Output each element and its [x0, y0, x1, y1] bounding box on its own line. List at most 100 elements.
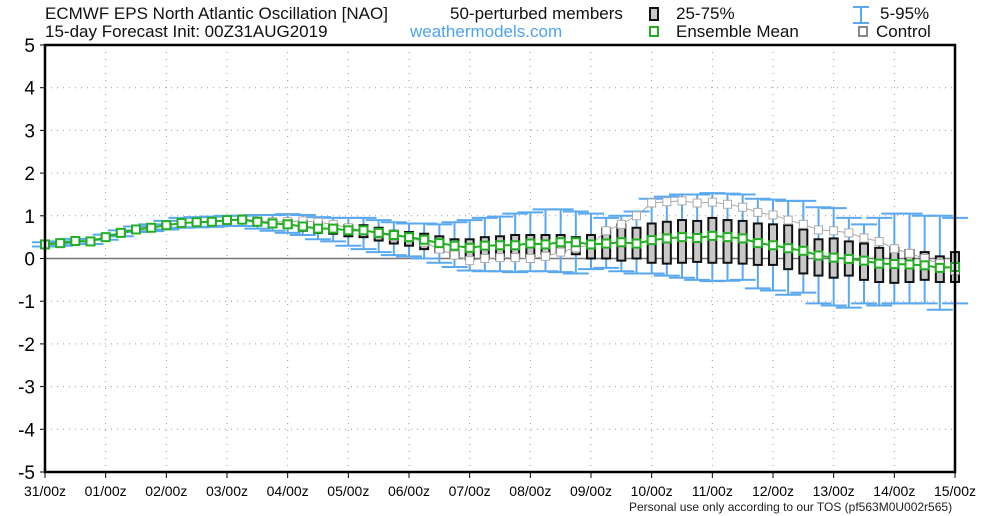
x-tick-label: 10/00z [631, 483, 673, 499]
mean-point [768, 240, 778, 251]
control-point [783, 215, 793, 225]
mean-point [206, 216, 217, 227]
y-tick-label: 1 [24, 207, 35, 228]
x-tick-label: 04/00z [267, 483, 309, 499]
legend-whisker-label: 5-95% [880, 4, 930, 23]
mean-point [722, 232, 733, 243]
legend-control-label: Control [876, 22, 931, 41]
control-point [541, 251, 550, 261]
mean-point [601, 238, 612, 249]
legend-box-label: 25-75% [676, 4, 735, 23]
mean-point [889, 259, 900, 270]
mean-point [70, 235, 81, 246]
control-point [480, 254, 490, 263]
mean-point [843, 253, 854, 264]
mean-point [328, 223, 339, 234]
mean-point [495, 240, 505, 251]
mean-point [222, 215, 232, 226]
x-tick-label: 11/00z [692, 483, 733, 499]
x-tick-label: 05/00z [327, 483, 369, 499]
mean-point [904, 259, 915, 270]
chart-title: ECMWF EPS North Atlantic Oscillation [NA… [45, 4, 388, 23]
mean-point [85, 236, 96, 247]
mean-point [479, 240, 490, 251]
y-tick-label: 5 [24, 36, 35, 57]
control-point [859, 233, 869, 243]
y-tick-label: 3 [24, 121, 35, 142]
mean-point [191, 217, 202, 228]
mean-point [813, 250, 824, 261]
plot-frame [43, 43, 957, 474]
y-tick-label: -1 [18, 292, 35, 313]
x-tick-label: 13/00z [813, 483, 855, 499]
mean-point [540, 239, 551, 250]
control-point [844, 228, 854, 238]
mean-point [282, 219, 293, 230]
y-tick-label: 0 [24, 250, 35, 271]
y-tick-label: 2 [24, 164, 35, 185]
control-point [510, 253, 520, 263]
control-point [450, 250, 459, 260]
y-tick-label: -3 [18, 378, 35, 399]
control-point [707, 197, 717, 207]
mean-point [646, 235, 657, 246]
mean-point [919, 260, 930, 271]
control-point [905, 248, 914, 258]
control-point [814, 225, 823, 235]
legend-box-icon [649, 7, 659, 21]
mean-point [570, 237, 581, 248]
control-point [495, 253, 505, 263]
mean-point [419, 234, 430, 245]
control-point [723, 199, 732, 209]
control-point [556, 247, 566, 257]
members-label: 50-perturbed members [450, 4, 623, 23]
mean-point [586, 239, 596, 250]
mean-point [252, 216, 263, 227]
site-link[interactable]: weathermodels.com [410, 22, 563, 41]
mean-point [555, 237, 566, 248]
control-point [525, 254, 535, 263]
mean-point [237, 214, 248, 225]
init-label: 15-day Forecast Init: 00Z31AUG2019 [45, 22, 328, 41]
mean-point [510, 240, 521, 251]
control-point [662, 197, 672, 207]
x-tick-label: 09/00z [570, 483, 612, 499]
mean-point [616, 237, 627, 248]
control-point [753, 207, 763, 217]
mean-point [752, 238, 763, 249]
x-tick-label: 01/00z [85, 483, 127, 499]
mean-point [449, 240, 460, 251]
control-point [616, 219, 626, 229]
mean-point [115, 227, 126, 238]
mean-point [176, 218, 187, 229]
control-point [692, 198, 702, 208]
x-tick-label: 15/00z [934, 483, 976, 499]
x-tick-label: 03/00z [206, 483, 248, 499]
mean-point [934, 262, 945, 273]
mean-point [434, 238, 445, 249]
mean-point [313, 223, 323, 234]
footer-note: Personal use only according to our TOS (… [629, 500, 953, 514]
x-tick-label: 31/00z [24, 483, 66, 499]
mean-point [297, 221, 308, 232]
x-tick-label: 07/00z [449, 483, 491, 499]
control-point [647, 198, 657, 208]
mean-point [100, 232, 111, 243]
control-point [889, 244, 899, 254]
mean-point [631, 238, 642, 249]
mean-point [859, 255, 869, 266]
x-tick-label: 12/00z [752, 483, 794, 499]
control-point [768, 210, 778, 220]
y-tick-label: -2 [18, 335, 35, 356]
mean-point [707, 230, 718, 241]
mean-point [343, 225, 354, 236]
mean-point [874, 258, 885, 269]
y-tick-label: -5 [18, 463, 35, 484]
mean-point [677, 232, 687, 243]
mean-point [798, 245, 809, 256]
control-point [601, 226, 611, 236]
mean-point [464, 242, 475, 253]
mean-point [737, 233, 748, 244]
